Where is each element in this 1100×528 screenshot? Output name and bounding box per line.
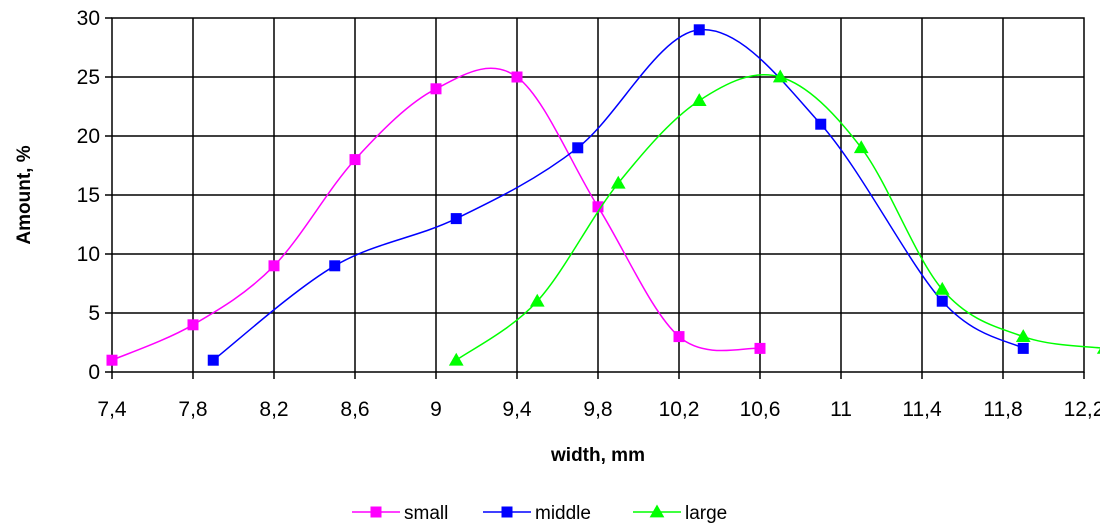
legend-item-middle: middle — [483, 503, 591, 524]
tick-marks — [105, 17, 1085, 379]
series-line-middle — [212, 29, 1024, 361]
x-tick-label: 12,2 — [1064, 398, 1100, 421]
data-point-large — [529, 293, 545, 307]
data-point-large — [853, 140, 869, 154]
x-tick-label: 11,4 — [902, 398, 942, 421]
data-point-small — [754, 342, 766, 354]
data-point-middle — [693, 24, 705, 36]
x-tick-label: 9,8 — [583, 398, 612, 421]
series-layer — [106, 24, 1100, 366]
series-large — [448, 69, 1100, 366]
y-tick-label: 10 — [77, 243, 100, 266]
legend-item-large: large — [633, 503, 727, 524]
data-point-middle — [572, 142, 584, 154]
x-tick-label: 10,2 — [659, 398, 700, 421]
x-axis-title: width, mm — [550, 445, 645, 466]
legend-marker-middle — [501, 506, 513, 518]
data-point-small — [106, 354, 118, 366]
data-point-large — [691, 93, 707, 106]
data-point-small — [268, 260, 280, 272]
data-point-small — [430, 83, 442, 95]
y-tick-label: 5 — [88, 302, 100, 325]
data-point-middle — [450, 213, 462, 225]
y-tick-label: 30 — [77, 7, 100, 30]
x-tick-label: 9,4 — [502, 398, 532, 421]
x-tick-label: 9 — [430, 398, 442, 421]
legend-marker-large — [649, 504, 665, 518]
data-point-small — [511, 71, 523, 83]
data-point-large — [1015, 329, 1031, 342]
x-tick-label: 8,2 — [259, 398, 288, 421]
data-point-large — [610, 175, 626, 189]
x-tick-label: 11,8 — [983, 398, 1022, 421]
data-point-large — [772, 69, 788, 83]
y-tick-label: 15 — [77, 184, 100, 207]
x-axis-tick-labels: 7,4 7,8 8,2 8,6 9 9,4 9,8 10,2 10,6 11 11,4 11,8 12,… — [97, 398, 1100, 421]
legend-label-small: small — [404, 503, 448, 524]
legend-label-middle: middle — [535, 503, 591, 524]
legend-label-large: large — [685, 503, 727, 524]
grid — [112, 18, 1084, 372]
series-small — [106, 67, 766, 366]
data-point-middle — [1017, 342, 1029, 354]
data-point-large — [448, 352, 464, 366]
data-point-small — [349, 154, 361, 166]
x-tick-label: 11 — [830, 398, 852, 421]
series-middle — [207, 24, 1029, 366]
legend-marker-small — [370, 506, 382, 518]
data-point-small — [187, 319, 199, 331]
data-point-middle — [207, 354, 219, 366]
y-axis-title: Amount, % — [14, 145, 35, 244]
data-point-middle — [936, 295, 948, 307]
data-point-middle — [815, 118, 827, 130]
legend-item-small: small — [352, 503, 448, 524]
data-point-small — [673, 331, 685, 343]
y-tick-label: 20 — [77, 125, 100, 148]
data-point-large — [1096, 348, 1100, 354]
x-tick-label: 7,4 — [97, 398, 127, 421]
legend: small middle large — [352, 503, 727, 524]
data-point-middle — [329, 260, 341, 272]
x-tick-label: 10,6 — [740, 398, 781, 421]
x-tick-label: 7,8 — [178, 398, 207, 421]
y-axis-tick-labels: 0 5 10 15 20 25 30 — [77, 7, 100, 384]
y-tick-label: 0 — [88, 361, 100, 384]
y-tick-label: 25 — [77, 66, 100, 89]
data-point-large — [934, 281, 950, 295]
x-tick-label: 8,6 — [340, 398, 369, 421]
